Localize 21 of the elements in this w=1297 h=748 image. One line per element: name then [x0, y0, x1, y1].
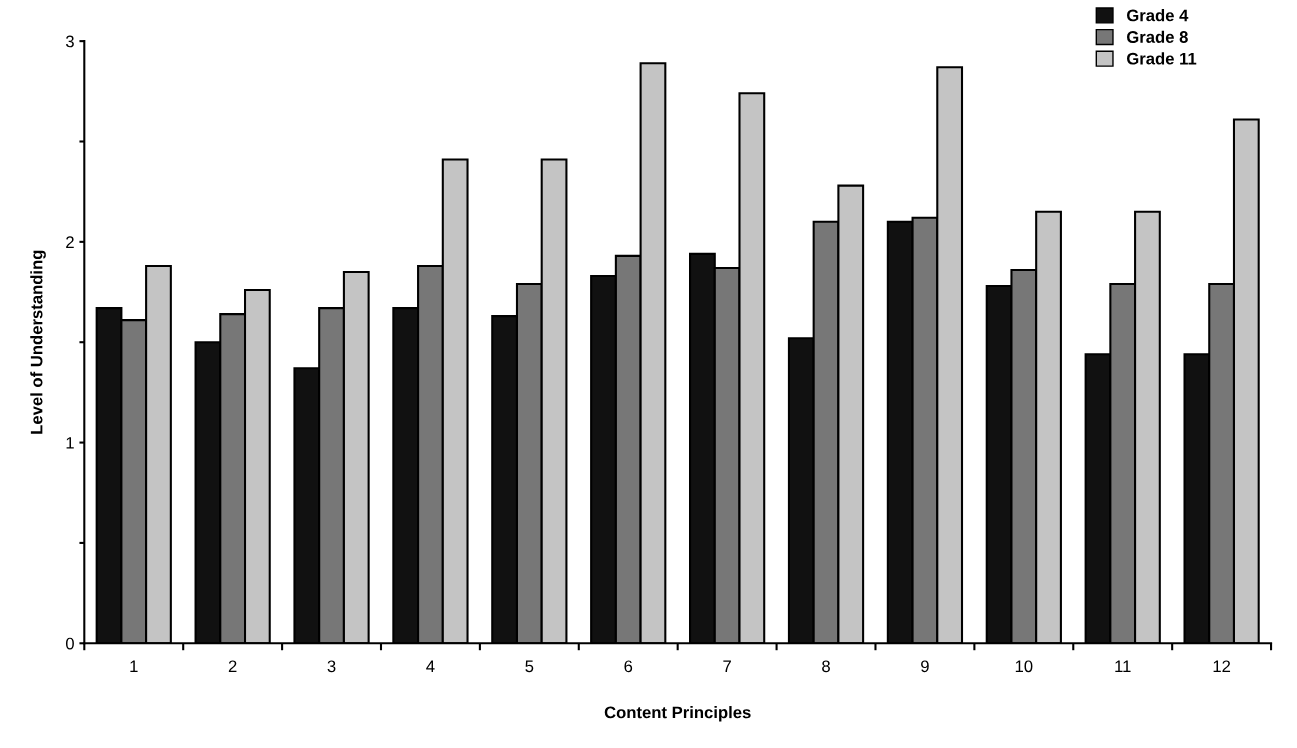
x-tick-label: 4: [426, 660, 435, 673]
x-tick-label: 12: [1213, 660, 1231, 673]
x-tick-label: 5: [525, 660, 534, 673]
legend-label: Grade 11: [1126, 52, 1197, 65]
x-tick-label: 2: [228, 660, 237, 673]
x-tick-label: 6: [624, 660, 633, 673]
x-tick-label: 3: [327, 660, 336, 673]
x-tick-label: 7: [723, 660, 731, 673]
y-tick-label: 3: [65, 35, 74, 48]
legend-label: Grade 4: [1126, 9, 1189, 22]
x-axis-title: Content Principles: [604, 706, 751, 722]
x-tick-label: 1: [130, 660, 138, 673]
y-tick-label: 0: [65, 637, 74, 650]
y-axis-title: Level of Understanding: [30, 250, 46, 434]
x-tick-label: 8: [822, 660, 830, 673]
y-tick-label: 1: [66, 437, 74, 449]
x-tick-label: 9: [921, 660, 929, 673]
legend-label: Grade 8: [1126, 30, 1188, 43]
x-tick-label: 11: [1115, 660, 1131, 673]
y-tick-label: 2: [66, 236, 74, 248]
x-tick-label: 10: [1015, 660, 1033, 673]
